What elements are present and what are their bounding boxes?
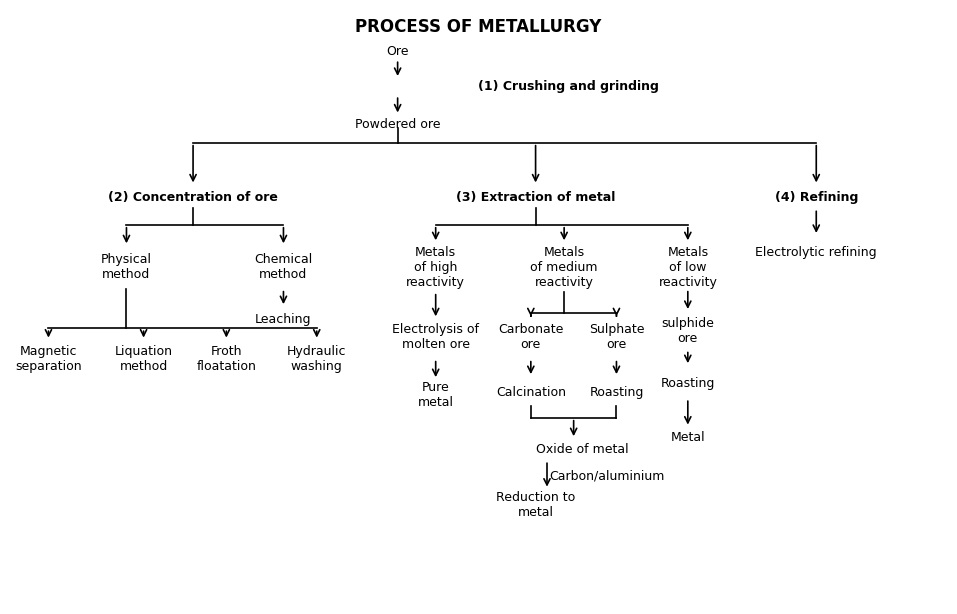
Text: Metal: Metal: [671, 431, 705, 445]
Text: Metals
of high
reactivity: Metals of high reactivity: [407, 246, 465, 289]
Text: Sulphate
ore: Sulphate ore: [589, 324, 644, 351]
Text: Metals
of low
reactivity: Metals of low reactivity: [658, 246, 717, 289]
Text: Froth
floatation: Froth floatation: [196, 344, 256, 373]
Text: Roasting: Roasting: [590, 386, 644, 398]
Text: Liquation
method: Liquation method: [115, 344, 172, 373]
Text: (3) Extraction of metal: (3) Extraction of metal: [456, 191, 615, 204]
Text: Carbon/aluminium: Carbon/aluminium: [549, 470, 664, 483]
Text: Reduction to
metal: Reduction to metal: [496, 491, 575, 519]
Text: (2) Concentration of ore: (2) Concentration of ore: [108, 191, 278, 204]
Text: Electrolytic refining: Electrolytic refining: [755, 246, 877, 258]
Text: Ore: Ore: [387, 45, 409, 58]
Text: Pure
metal: Pure metal: [417, 381, 454, 409]
Text: Leaching: Leaching: [256, 313, 312, 325]
Text: (1) Crushing and grinding: (1) Crushing and grinding: [478, 80, 659, 93]
Text: sulphide
ore: sulphide ore: [661, 317, 714, 345]
Text: Carbonate
ore: Carbonate ore: [499, 324, 564, 351]
Text: (4) Refining: (4) Refining: [774, 191, 857, 204]
Text: Calcination: Calcination: [496, 386, 566, 398]
Text: Powdered ore: Powdered ore: [355, 118, 440, 131]
Text: Magnetic
separation: Magnetic separation: [15, 344, 81, 373]
Text: Physical
method: Physical method: [101, 254, 152, 281]
Text: Chemical
method: Chemical method: [255, 254, 313, 281]
Text: Roasting: Roasting: [660, 376, 715, 389]
Text: Hydraulic
washing: Hydraulic washing: [287, 344, 346, 373]
Text: Metals
of medium
reactivity: Metals of medium reactivity: [530, 246, 598, 289]
Text: Oxide of metal: Oxide of metal: [536, 443, 628, 456]
Text: Electrolysis of
molten ore: Electrolysis of molten ore: [392, 324, 479, 351]
Text: PROCESS OF METALLURGY: PROCESS OF METALLURGY: [355, 18, 602, 36]
